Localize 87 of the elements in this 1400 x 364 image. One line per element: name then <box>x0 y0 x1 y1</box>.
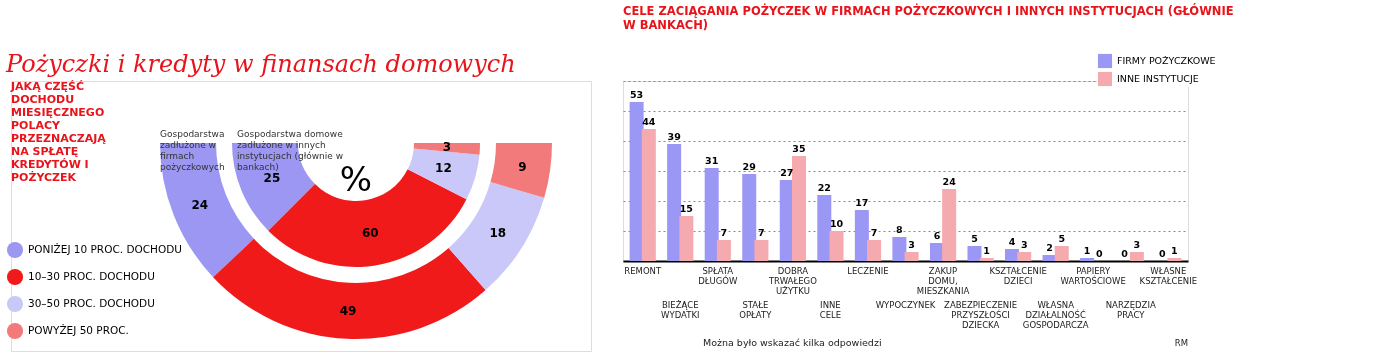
chart-title: CELE ZACIĄGANIA POŻYCZEK W FIRMACH POŻYCZKOWYCH I INNYCH INSTYTUCJACH (GŁÓWNIE W BANKACH) <box>623 3 1234 32</box>
x-tick-label: REMONT <box>624 266 662 276</box>
x-tick-label: BIEŻĄCE WYDATKI <box>661 300 700 320</box>
data-label: 44 <box>642 116 656 127</box>
data-label: 1 <box>1171 245 1178 256</box>
text: RM <box>1174 338 1188 348</box>
data-label: 5 <box>1058 233 1066 244</box>
data-label: 60 <box>361 225 379 240</box>
x-tick-label: PAPIERY WARTOŚCIOWE <box>1060 266 1126 286</box>
bar <box>667 144 682 261</box>
bar <box>1080 258 1095 261</box>
bar <box>1054 246 1069 261</box>
chart-subtitle: JAKĄ CZĘŚĆ DOCHODU MIESIĘCZNEGO POLACY PRZEZNACZAJĄ NA SPŁATĘ KREDYTÓW I POŻYCZEK <box>10 80 107 184</box>
bar <box>817 195 832 261</box>
x-tick-label: WŁASNE KSZTAŁCENIE <box>1139 266 1198 286</box>
data-label: 0 <box>1096 248 1103 259</box>
chart-title: Pożyczki i kredyty w finansach domowych <box>5 50 516 78</box>
data-label: 12 <box>435 161 452 176</box>
x-tick-label: WYPOCZYNEK <box>875 300 936 310</box>
data-label: 53 <box>629 89 644 100</box>
data-label: 8 <box>896 224 904 235</box>
x-tick-label: WŁASNA DZIAŁALNOŚĆ GOSPODARCZA <box>1022 300 1089 330</box>
data-label: 24 <box>191 197 209 212</box>
data-label: 29 <box>742 161 756 172</box>
x-tick-label: NARZĘDZIA PRACY <box>1105 300 1156 320</box>
data-label: 22 <box>817 182 831 193</box>
x-tick-label: STAŁE OPŁATY <box>739 300 773 320</box>
slice-label: Gospodarstwa zadłużone w firmach pożyczkowych <box>160 129 225 172</box>
x-tick-label: SPŁATA DŁUGÓW <box>698 266 738 286</box>
data-label: 7 <box>870 227 878 238</box>
bar <box>791 156 806 261</box>
bar <box>829 231 844 261</box>
data-label: 9 <box>518 159 527 174</box>
legend-label: INNE INSTYTUCJE <box>1117 73 1199 84</box>
x-tick-label: INNE CELE <box>819 300 842 320</box>
bar <box>892 237 907 261</box>
data-label: 7 <box>720 227 728 238</box>
x-tick-label: ZAKUP DOMU, MIESZKANIA <box>916 266 970 296</box>
bar <box>904 252 919 261</box>
legend-label: 10–30 PROC. DOCHODU <box>28 270 155 282</box>
bar <box>704 168 719 261</box>
data-label: 3 <box>908 239 915 250</box>
data-label: 31 <box>705 155 719 166</box>
data-label: 15 <box>679 203 693 214</box>
x-tick-label: ZABEZPIECZENIE PRZYSZŁOŚCI DZIECKA <box>944 300 1018 330</box>
data-label: 7 <box>758 227 765 238</box>
bar <box>1129 252 1144 261</box>
legend-label: PONIŻEJ 10 PROC. DOCHODU <box>28 243 183 255</box>
bar <box>716 240 731 261</box>
data-label: 3 <box>442 140 452 155</box>
data-label: 39 <box>667 131 681 142</box>
data-label: 10 <box>829 218 844 229</box>
data-label: 25 <box>263 170 281 185</box>
data-label: 27 <box>780 167 794 178</box>
bar <box>1167 258 1182 261</box>
data-label: 24 <box>942 176 957 187</box>
legend-label: FIRMY POŻYCZKOWE <box>1117 55 1216 66</box>
bar <box>979 258 994 261</box>
bar <box>754 240 769 261</box>
data-label: 1 <box>983 245 990 256</box>
bar <box>967 246 982 261</box>
data-label: 3 <box>1133 239 1141 250</box>
bar <box>641 129 656 261</box>
data-label: 5 <box>971 233 978 244</box>
data-label: 6 <box>933 230 941 241</box>
bar <box>942 189 957 261</box>
data-label: 18 <box>489 226 507 241</box>
bar <box>867 240 882 261</box>
legend-label: 30–50 PROC. DOCHODU <box>28 297 155 309</box>
legend-label: POWYŻEJ 50 PROC. <box>28 324 129 336</box>
x-tick-label: KSZTAŁCENIE DZIECI <box>989 266 1047 286</box>
data-label: 4 <box>1008 236 1016 247</box>
bar <box>854 210 869 261</box>
data-label: 1 <box>1083 245 1091 256</box>
x-tick-label: LECZENIE <box>847 266 889 276</box>
text: Można było wskazać kilka odpowiedzi <box>703 337 882 348</box>
bar <box>679 216 694 261</box>
bar <box>742 174 757 261</box>
data-label: 49 <box>339 303 357 318</box>
data-label: 35 <box>792 143 806 154</box>
data-label: 0 <box>1158 248 1166 259</box>
data-label: 17 <box>855 197 869 208</box>
data-label: 2 <box>1046 242 1053 253</box>
x-tick-label: DOBRA TRWAŁEGO UŻYTKU <box>767 266 818 296</box>
data-label: 0 <box>1121 248 1129 259</box>
bar <box>1017 252 1032 261</box>
data-label: 3 <box>1020 239 1028 250</box>
